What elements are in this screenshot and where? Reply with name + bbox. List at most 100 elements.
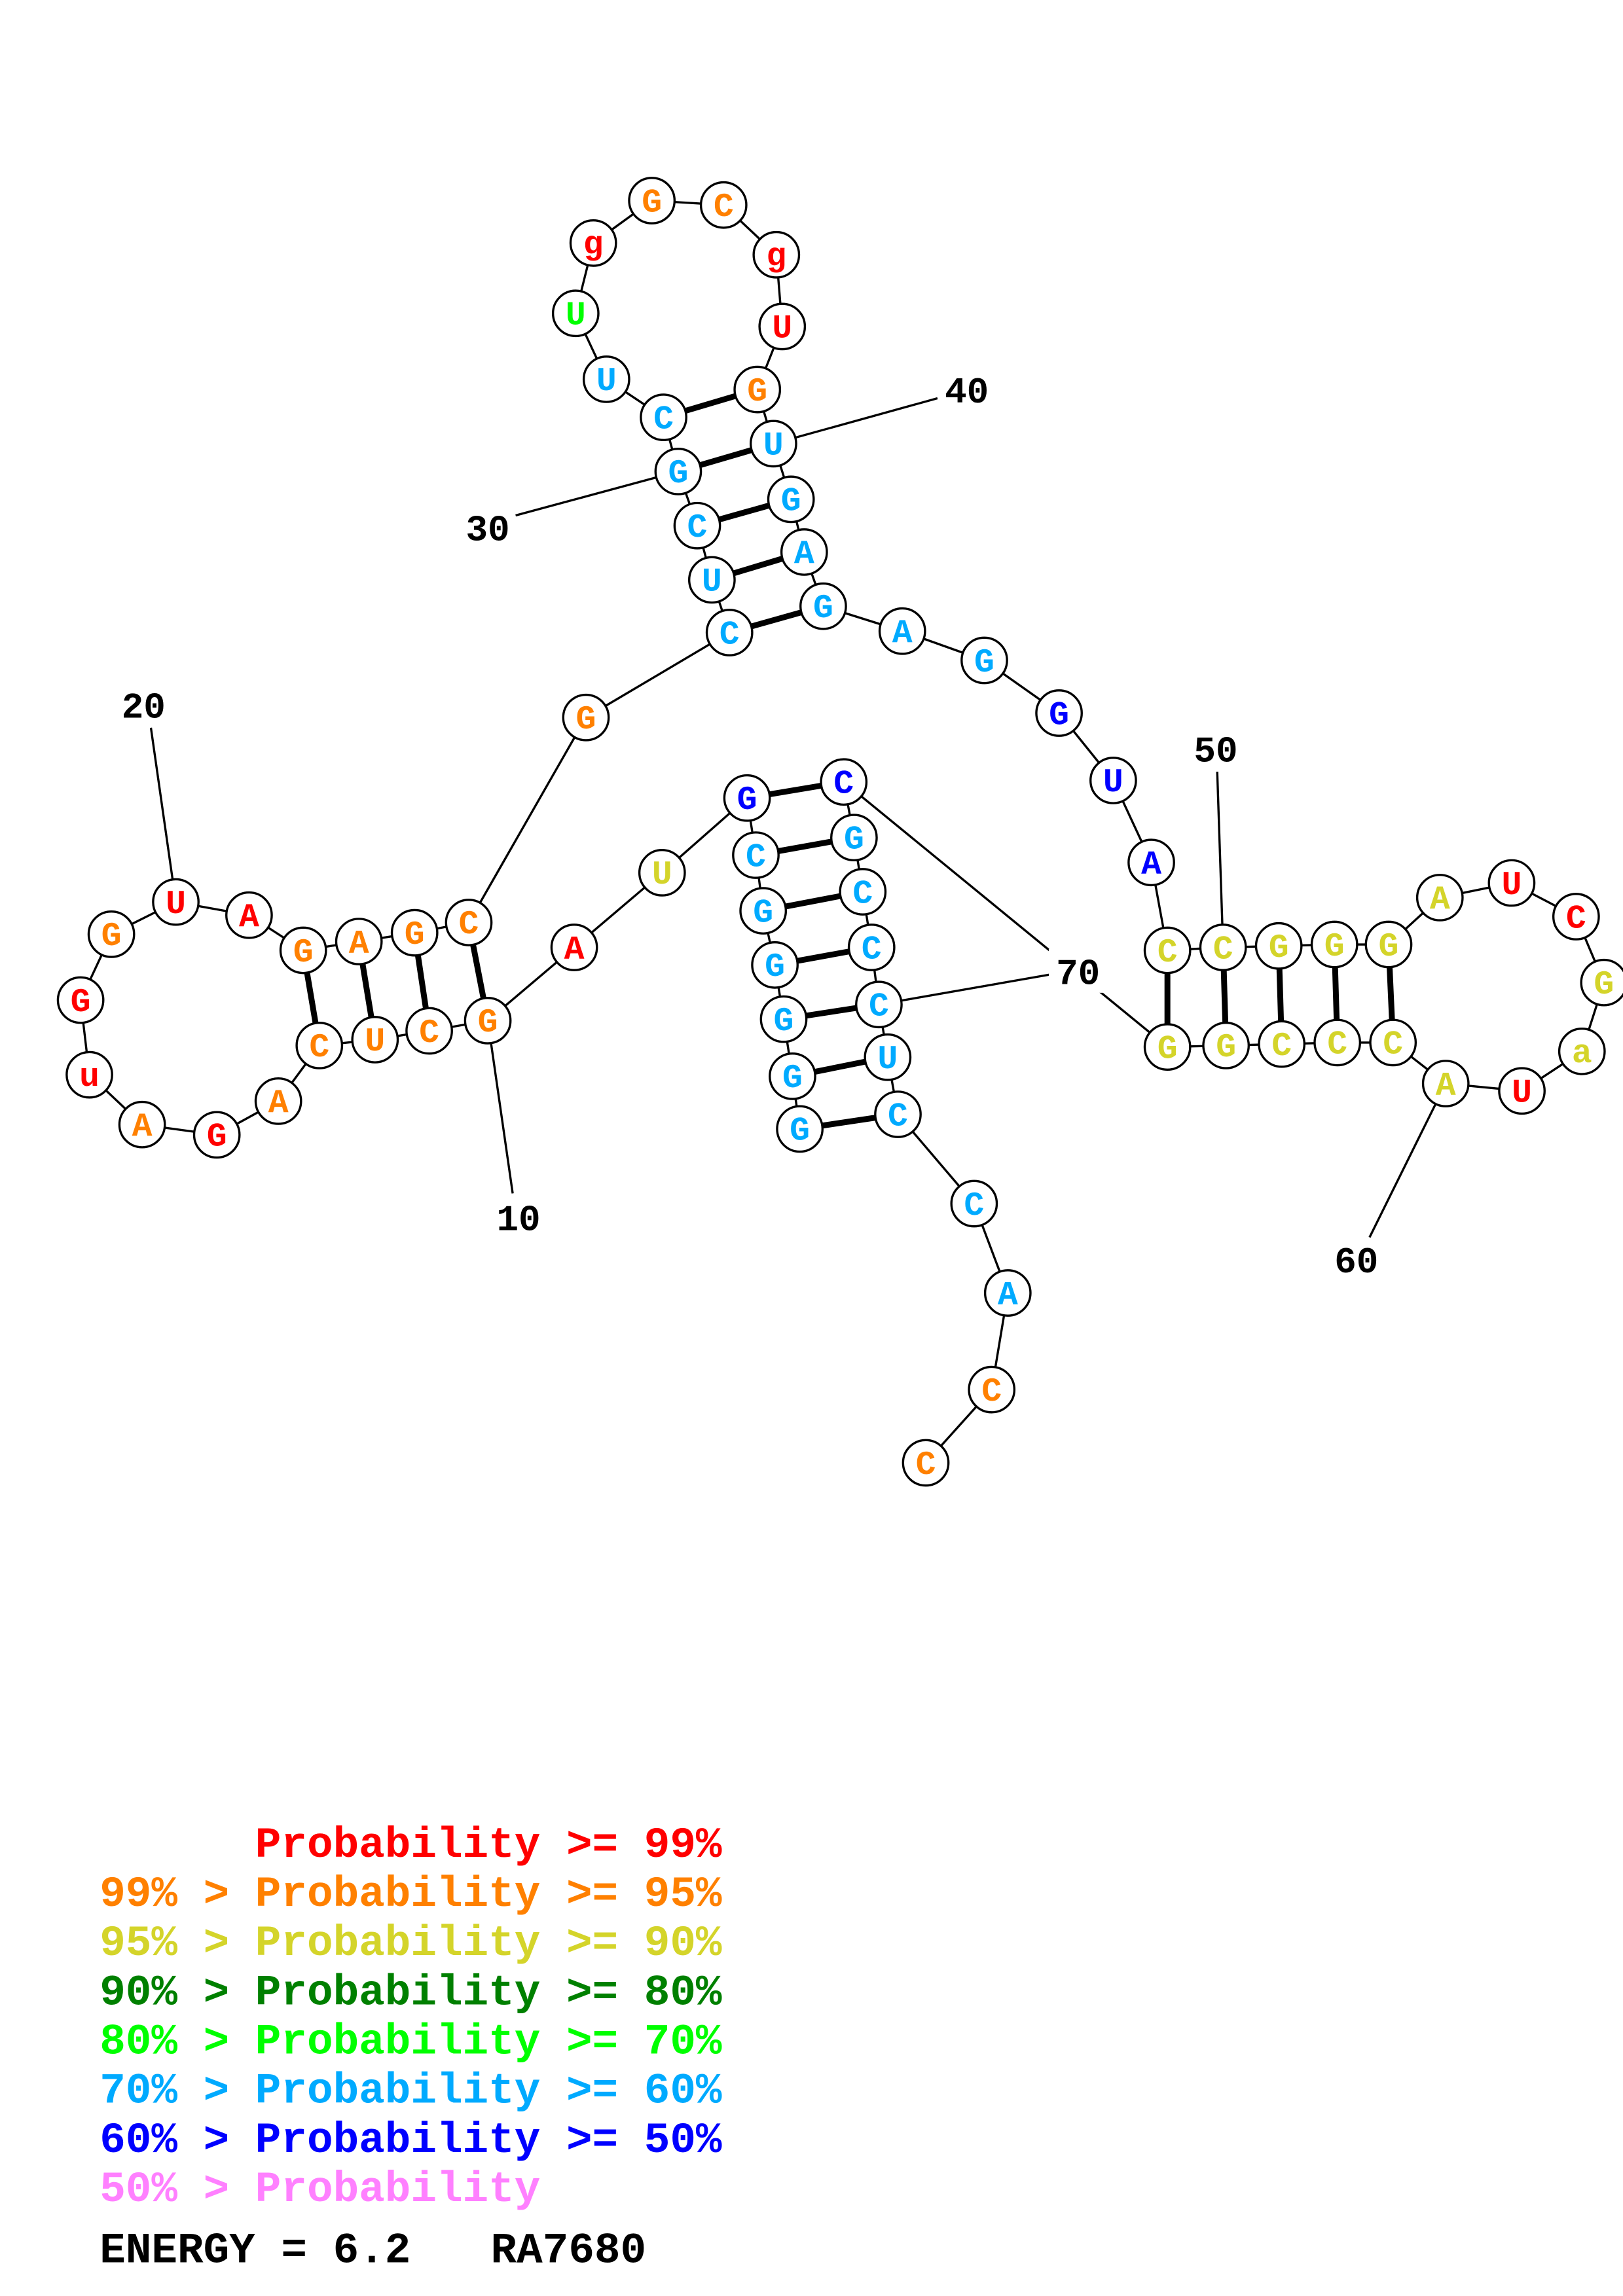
nucleotide: G [733,365,782,414]
nucleotide-letter: C [746,838,766,876]
nucleotide-letter: C [1327,1026,1347,1064]
nucleotide-letter: G [1269,929,1289,967]
nucleotide-circle [1143,1023,1192,1071]
nucleotide-circle [855,980,903,1029]
nucleotide-circle [733,365,782,414]
nucleotide-circle [1310,920,1359,969]
position-label-leader [1216,771,1224,948]
nucleotide: C [902,1439,950,1487]
nucleotide: G [464,997,512,1045]
nucleotide-circle [874,1090,922,1138]
position-label-leader [149,727,177,903]
nucleotide-letter: C [1383,1026,1403,1064]
nucleotide-letter: G [782,1060,803,1098]
nucleotide: G [1254,922,1303,970]
nucleotide-circle [673,501,721,550]
nucleotide-circle [405,1007,453,1055]
nucleotide-circle [767,475,815,524]
structure-name: RA7680 [491,2227,647,2276]
nucleotide: C [699,181,748,229]
nucleotide-letter: C [309,1029,329,1067]
nucleotide: G [723,774,771,822]
nucleotide-circle [688,556,736,604]
nucleotide-circle [799,582,847,630]
nucleotide: C [839,868,887,916]
nucleotide-letter: G [1324,928,1345,966]
nucleotide: G [830,814,878,862]
nucleotide: U [638,849,686,897]
nucleotide-letter: G [405,916,425,954]
nucleotide: C [295,1022,344,1069]
nucleotide-circle [699,181,748,229]
nucleotide-circle [1089,757,1137,804]
nucleotide-circle [864,1033,912,1081]
nucleotide-circle [1369,1018,1417,1067]
nucleotide-circle [464,997,512,1045]
nucleotide-letter: C [1158,934,1178,972]
nucleotide-letter: G [844,821,864,859]
nucleotide-circle [638,849,686,897]
nucleotide-circle [1254,922,1303,970]
nucleotide-letter: G [765,948,785,986]
nucleotide-letter: A [268,1085,289,1122]
nucleotide-circle [776,1105,824,1153]
nucleotide: G [390,908,439,957]
nucleotide-circle [562,693,610,742]
nucleotide-letter: G [576,701,596,739]
nucleotide-letter: U [1501,867,1522,905]
nucleotide-circle [732,831,780,879]
nucleotide-circle [1313,1018,1362,1067]
position-label: 60 [1334,1242,1378,1283]
nucleotide: G [1580,958,1623,1007]
nucleotide-circle [1487,859,1536,907]
nucleotide-circle [445,899,493,946]
nucleotide: u [65,1050,113,1099]
nucleotide-letter: C [714,188,734,226]
backbone-segment [843,781,1169,1048]
nucleotide-letter: C [459,906,479,944]
nucleotide: A [1421,1060,1470,1107]
nucleotide: A [118,1100,166,1149]
nucleotide-letter: G [1216,1029,1236,1067]
nucleotide-circle [654,448,702,495]
nucleotide-circle [295,1022,344,1069]
nucleotide: C [1143,926,1192,975]
legend-entry: 95% > Probability >= 90% [100,1919,722,1968]
nucleotide-circle [758,302,807,351]
nucleotide-circle [87,910,136,958]
position-label-leader [879,973,1055,1006]
nucleotide: C [673,501,721,550]
nucleotide-letter: g [583,226,604,264]
nucleotide-letter: A [998,1276,1018,1314]
nucleotide-circle [705,609,754,656]
nucleotide: g [752,230,801,279]
nucleotide-letter: A [239,899,259,937]
position-label-leader [515,470,679,517]
nucleotide: A [1127,838,1175,887]
nucleotide-letter: G [668,455,688,493]
nucleotide: U [1487,859,1536,907]
nucleotide-letter: C [419,1014,439,1052]
nucleotide: G [1035,689,1083,737]
nucleotide-circle [983,1269,1032,1317]
nucleotide-letter: G [737,781,757,819]
nucleotide-letter: G [293,934,314,972]
nucleotide-letter: G [71,984,91,1022]
nucleotide-circle [847,924,896,971]
nucleotide-letter: G [1379,928,1399,966]
position-label-leader [773,397,938,445]
nucleotide: U [152,878,200,926]
nucleotide-letter: C [852,875,873,913]
legend-entry: Probability >= 99% [100,1821,722,1870]
nucleotide-letter: g [766,238,786,276]
nucleotide: G [1364,920,1413,969]
nucleotide-letter: G [101,918,122,956]
label-background [1048,948,1108,993]
nucleotide-circle [1202,1022,1250,1069]
nucleotide-circle [820,758,868,806]
nucleotide-letter: G [747,373,767,411]
legend-entry: 70% > Probability >= 60% [100,2067,722,2116]
nucleotide: U [1089,757,1137,804]
nucleotide-circle [551,289,600,338]
